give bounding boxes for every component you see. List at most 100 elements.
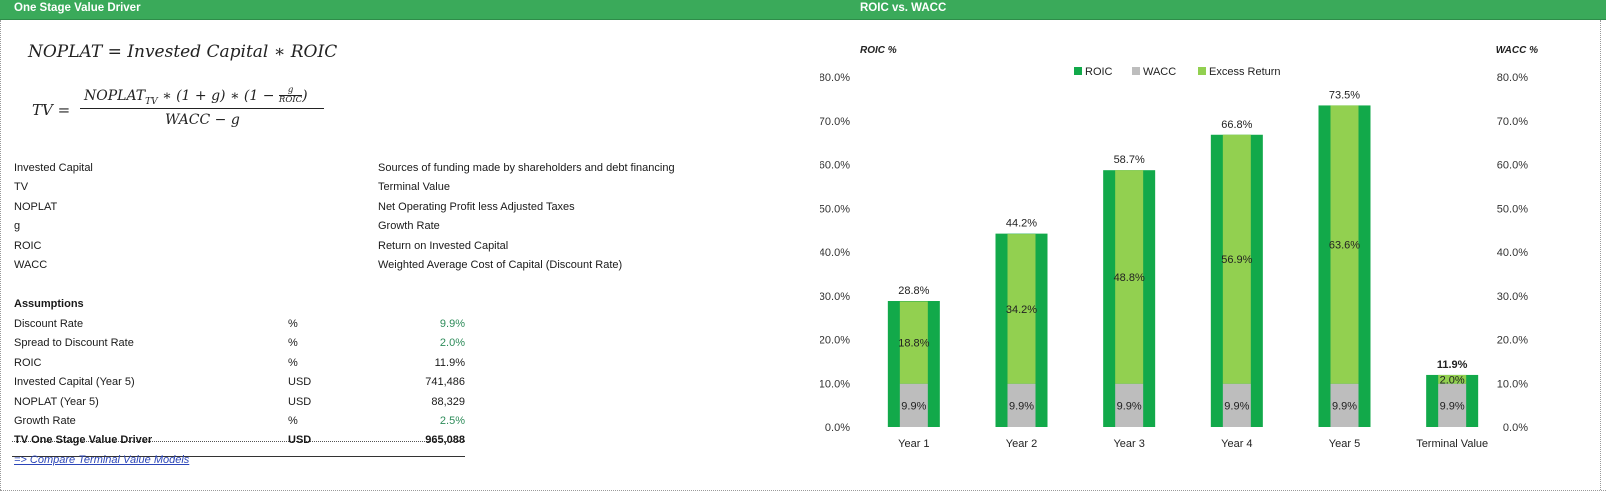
- left-section-title: One Stage Value Driver: [14, 2, 141, 14]
- excess-return-bar: [1222, 134, 1251, 384]
- total-row-bottom-border: [12, 456, 465, 457]
- total-row-top-border: [12, 441, 465, 442]
- wacc-bar: [1115, 383, 1144, 427]
- right-y-tick-label: 80.0%: [1497, 72, 1528, 84]
- tv-num-subscript: TV: [145, 97, 158, 107]
- assumption-label: ROIC: [14, 357, 42, 369]
- excess-data-label: 18.8%: [898, 338, 929, 350]
- right-y-tick-label: 20.0%: [1497, 335, 1528, 347]
- wacc-data-label: 9.9%: [1332, 400, 1357, 412]
- right-y-tick-label: 10.0%: [1497, 378, 1528, 390]
- excess-return-bar: [899, 301, 928, 384]
- x-category-label: Year 4: [1221, 438, 1252, 450]
- right-sheet-border: [1600, 20, 1601, 490]
- assumption-input-cell[interactable]: 9.9%: [439, 318, 465, 330]
- roic-vs-wacc-chart: ROIC % WACC % 0.0% 0.0% 10.0% 10.0% 20.0% 20.0%…: [820, 45, 1538, 450]
- assumption-unit: USD: [288, 376, 312, 388]
- left-y-tick-label: 0.0%: [825, 422, 850, 434]
- right-y-tick-label: 50.0%: [1497, 203, 1528, 215]
- def-description: Terminal Value: [378, 181, 450, 193]
- assumption-unit: %: [288, 337, 298, 349]
- assumption-label: Spread to Discount Rate: [14, 337, 134, 349]
- tv-num-mid: ∗ (1 + g) ∗ (1 −: [157, 88, 279, 104]
- legend-label: Excess Return: [1209, 66, 1281, 78]
- tv-num-frac-numerator: g: [278, 86, 303, 96]
- roic-data-label: 66.8%: [1221, 119, 1252, 131]
- left-y-tick-label: 80.0%: [820, 72, 850, 84]
- tv-formula-lhs: TV =: [32, 101, 71, 119]
- tv-num-fraction: g ROIC: [278, 86, 303, 105]
- legend-label: ROIC: [1085, 66, 1113, 78]
- def-description: Sources of funding made by shareholders …: [378, 162, 675, 174]
- def-description: Growth Rate: [378, 220, 440, 232]
- excess-return-bar: [1115, 170, 1144, 384]
- total-value: 965,088: [425, 434, 465, 446]
- wacc-data-label: 9.9%: [1117, 400, 1142, 412]
- assumptions-heading: Assumptions: [14, 298, 84, 310]
- x-category-label: Year 1: [898, 438, 929, 450]
- roic-data-label: 28.8%: [898, 285, 929, 297]
- def-term: Invested Capital: [14, 162, 93, 174]
- wacc-bar: [1007, 383, 1036, 427]
- x-category-label: Year 3: [1113, 438, 1144, 450]
- roic-data-label: 73.5%: [1329, 89, 1360, 101]
- wacc-data-label: 9.9%: [1440, 400, 1465, 412]
- def-description: Return on Invested Capital: [378, 240, 509, 252]
- roic-data-label: 11.9%: [1437, 359, 1468, 371]
- left-y-tick-label: 10.0%: [820, 378, 850, 390]
- excess-data-label: 56.9%: [1221, 254, 1252, 266]
- left-y-tick-label: 20.0%: [820, 335, 850, 347]
- x-category-label: Year 2: [1006, 438, 1037, 450]
- excess-data-label: 34.2%: [1006, 304, 1037, 316]
- assumption-input-cell[interactable]: 2.0%: [439, 337, 465, 349]
- assumption-label: Growth Rate: [14, 415, 76, 427]
- left-y-tick-label: 40.0%: [820, 247, 850, 259]
- def-description: Weighted Average Cost of Capital (Discou…: [378, 259, 623, 271]
- assumption-value: 11.9%: [434, 357, 465, 369]
- def-term: ROIC: [14, 240, 42, 252]
- assumption-unit: %: [288, 415, 298, 427]
- x-category-label: Terminal Value: [1416, 438, 1488, 450]
- tv-formula-numerator: NOPLATTV ∗ (1 + g) ∗ (1 − g ROIC): [84, 86, 308, 108]
- excess-data-label: 2.0%: [1440, 374, 1465, 386]
- def-term: WACC: [14, 259, 48, 271]
- wacc-data-label: 9.9%: [901, 400, 926, 412]
- right-y-tick-label: 0.0%: [1503, 422, 1528, 434]
- wacc-bar: [1222, 383, 1251, 427]
- excess-data-label: 48.8%: [1114, 272, 1145, 284]
- right-y-tick-label: 40.0%: [1497, 247, 1528, 259]
- right-axis-title: WACC %: [1496, 45, 1538, 56]
- tv-num-close: ): [302, 88, 308, 104]
- tv-num-frac-denominator: ROIC: [278, 95, 303, 105]
- left-y-tick-label: 60.0%: [820, 160, 850, 172]
- excess-return-bar: [1438, 374, 1467, 384]
- roic-data-label: 44.2%: [1006, 218, 1037, 230]
- assumption-label: Invested Capital (Year 5): [14, 376, 135, 388]
- assumption-unit: USD: [288, 396, 312, 408]
- right-y-tick-label: 70.0%: [1497, 116, 1528, 128]
- right-y-tick-label: 60.0%: [1497, 160, 1528, 172]
- assumption-value: 88,329: [431, 396, 465, 408]
- left-axis-title: ROIC %: [860, 45, 897, 56]
- right-section-title: ROIC vs. WACC: [860, 2, 947, 14]
- wacc-bar: [899, 383, 928, 427]
- assumption-unit: %: [288, 357, 298, 369]
- excess-data-label: 63.6%: [1329, 240, 1360, 252]
- legend-swatch: [1074, 67, 1082, 75]
- excess-return-bar: [1007, 234, 1036, 384]
- bottom-sheet-border: [0, 490, 1606, 491]
- legend-swatch: [1198, 67, 1206, 75]
- excess-return-bar: [1330, 105, 1359, 384]
- total-label: TV One Stage Value Driver: [14, 434, 153, 446]
- noplat-formula: NOPLAT = Invested Capital ∗ ROIC: [28, 42, 338, 62]
- right-y-tick-label: 30.0%: [1497, 291, 1528, 303]
- x-category-label: Year 5: [1329, 438, 1360, 450]
- assumption-input-cell[interactable]: 2.5%: [439, 415, 465, 427]
- compare-models-link[interactable]: => Compare Terminal Value Models: [14, 454, 190, 466]
- section-header-bar: One Stage Value Driver ROIC vs. WACC: [0, 0, 1606, 20]
- wacc-bar: [1438, 383, 1467, 427]
- wacc-bar: [1330, 383, 1359, 427]
- assumption-unit: %: [288, 318, 298, 330]
- def-description: Net Operating Profit less Adjusted Taxes: [378, 201, 575, 213]
